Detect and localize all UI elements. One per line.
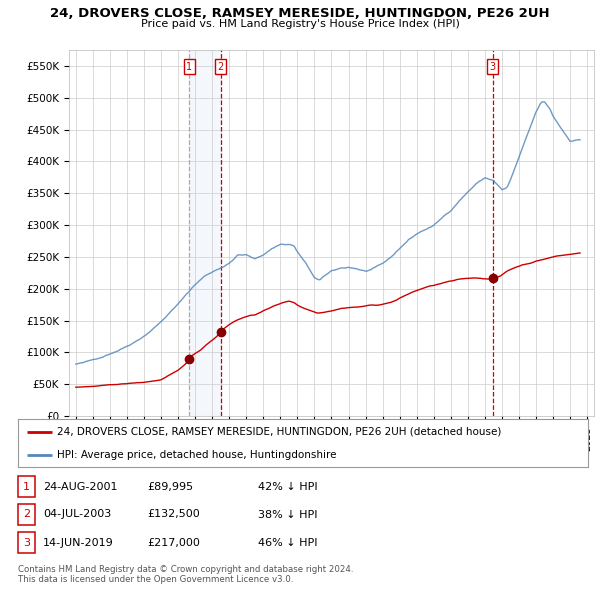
Text: 24, DROVERS CLOSE, RAMSEY MERESIDE, HUNTINGDON, PE26 2UH: 24, DROVERS CLOSE, RAMSEY MERESIDE, HUNT…	[50, 7, 550, 20]
Text: Price paid vs. HM Land Registry's House Price Index (HPI): Price paid vs. HM Land Registry's House …	[140, 19, 460, 29]
Text: 24, DROVERS CLOSE, RAMSEY MERESIDE, HUNTINGDON, PE26 2UH (detached house): 24, DROVERS CLOSE, RAMSEY MERESIDE, HUNT…	[57, 427, 501, 437]
Text: 38% ↓ HPI: 38% ↓ HPI	[258, 510, 317, 519]
Text: 1: 1	[23, 482, 30, 491]
Text: 2: 2	[23, 510, 30, 519]
Text: 1: 1	[186, 61, 192, 71]
Text: £132,500: £132,500	[147, 510, 200, 519]
Text: 3: 3	[23, 538, 30, 548]
Text: 42% ↓ HPI: 42% ↓ HPI	[258, 482, 317, 491]
Text: 3: 3	[490, 61, 496, 71]
Text: HPI: Average price, detached house, Huntingdonshire: HPI: Average price, detached house, Hunt…	[57, 450, 336, 460]
Text: 46% ↓ HPI: 46% ↓ HPI	[258, 538, 317, 548]
Text: Contains HM Land Registry data © Crown copyright and database right 2024.
This d: Contains HM Land Registry data © Crown c…	[18, 565, 353, 584]
Bar	[189, 50, 221, 416]
Text: £89,995: £89,995	[147, 482, 193, 491]
Text: 14-JUN-2019: 14-JUN-2019	[43, 538, 114, 548]
Text: 24-AUG-2001: 24-AUG-2001	[43, 482, 118, 491]
Text: 04-JUL-2003: 04-JUL-2003	[43, 510, 112, 519]
Text: £217,000: £217,000	[147, 538, 200, 548]
Text: 2: 2	[218, 61, 224, 71]
